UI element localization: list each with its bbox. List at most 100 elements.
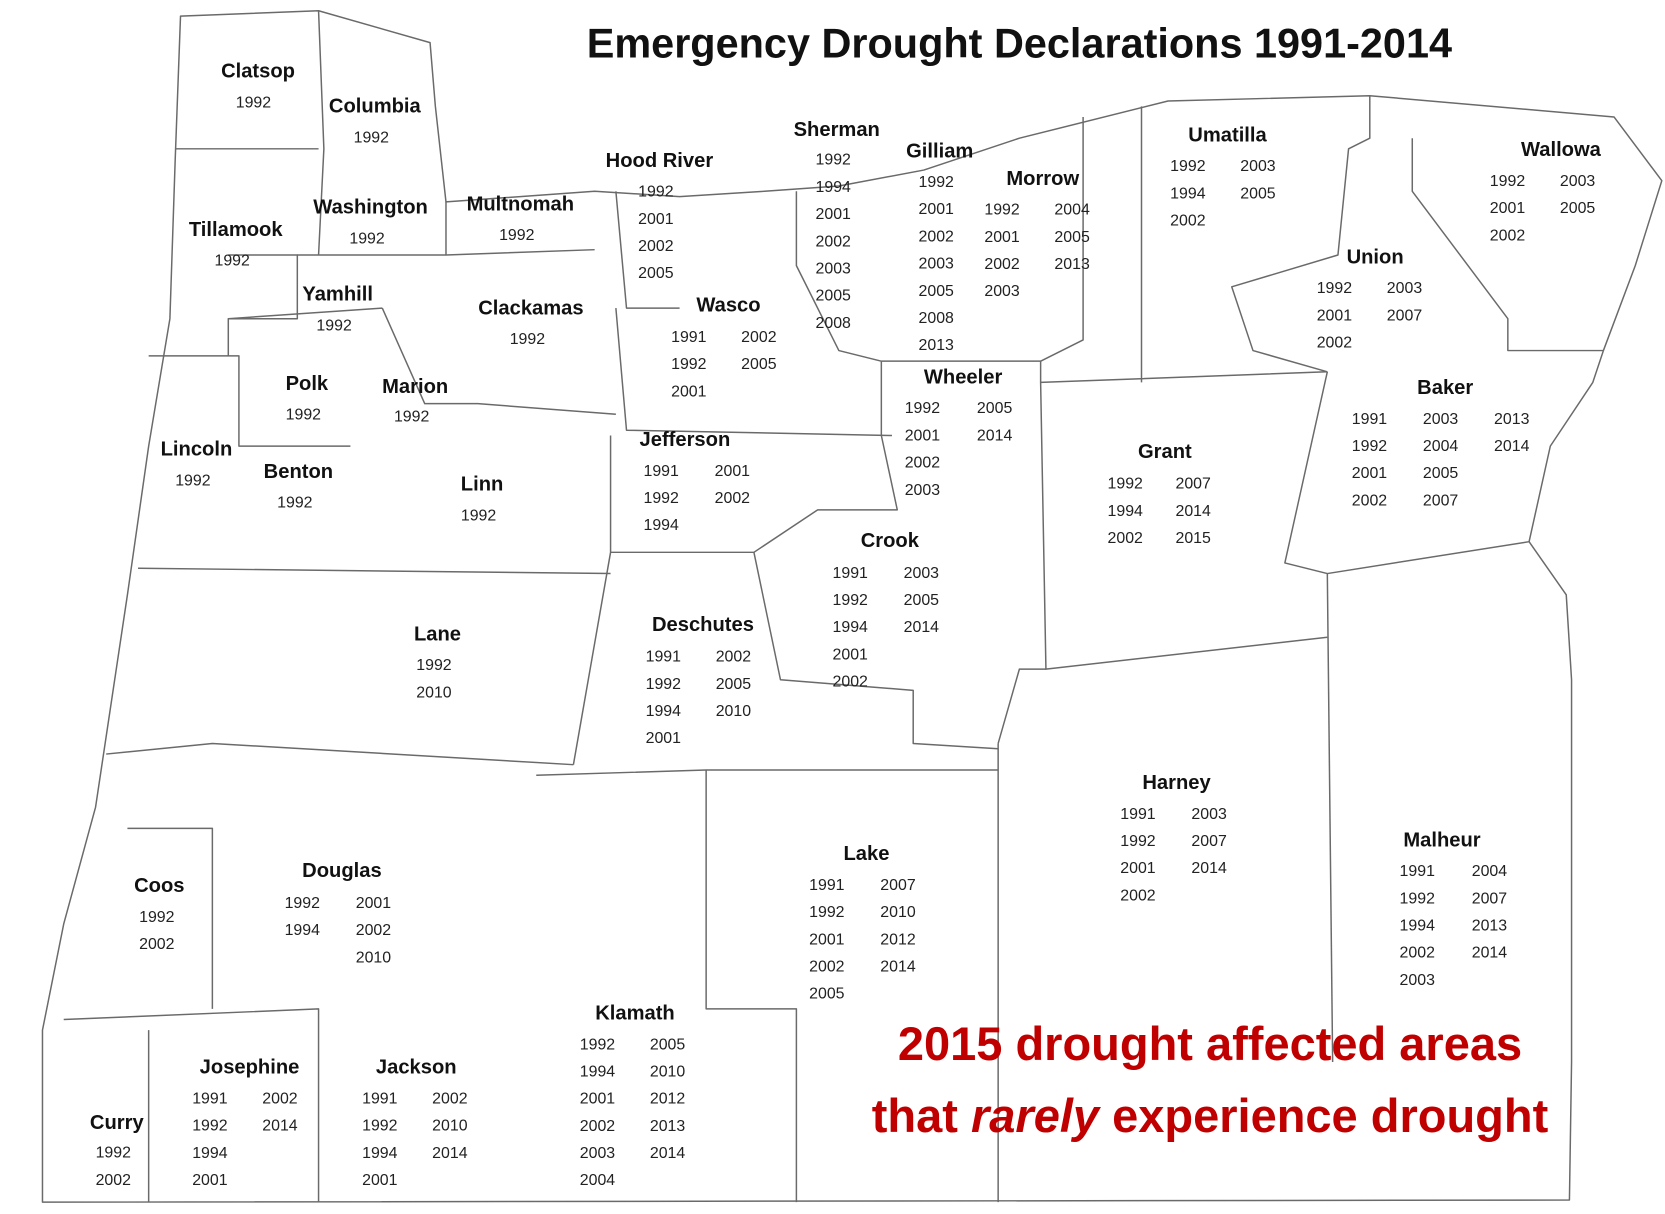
county-year: 1994 xyxy=(1170,185,1206,202)
county-name: Washington xyxy=(313,197,428,219)
county-name: Gilliam xyxy=(906,140,973,162)
county-year: 2005 xyxy=(1560,200,1596,217)
county-year: 1992 xyxy=(354,129,390,146)
county-name: Jackson xyxy=(376,1057,457,1079)
caption-text: experience drought xyxy=(1112,1089,1549,1142)
county-name: Sherman xyxy=(794,119,880,141)
county-year: 2015 xyxy=(1175,530,1211,547)
county-year: 1992 xyxy=(1120,833,1156,850)
county-name: Clatsop xyxy=(221,61,295,83)
county-year: 2007 xyxy=(1387,307,1423,324)
county-year: 1991 xyxy=(646,649,682,666)
county-year: 1994 xyxy=(643,517,679,534)
county-year: 2002 xyxy=(1490,227,1526,244)
county-year: 2001 xyxy=(1490,200,1526,217)
county-year: 2001 xyxy=(362,1172,398,1189)
county-year: 2008 xyxy=(816,315,852,332)
county-year: 2005 xyxy=(650,1036,686,1053)
county-name: Wheeler xyxy=(924,366,1003,388)
county-year: 1992 xyxy=(277,495,313,512)
county-year: 2002 xyxy=(984,256,1020,273)
county-year: 2001 xyxy=(356,895,392,912)
county-year: 2003 xyxy=(580,1145,616,1162)
county-year: 2014 xyxy=(432,1145,468,1162)
map-title: Emergency Drought Declarations 1991-2014 xyxy=(587,20,1452,66)
county-year: 2014 xyxy=(904,619,940,636)
county-labels: Clatsop 1992 Columbia 1992 Tillamook 1992 Wash… xyxy=(90,61,1602,1190)
county-name: Linn xyxy=(461,474,504,496)
county-year: 2014 xyxy=(1472,945,1508,962)
county-name: Douglas xyxy=(302,860,382,882)
county-year: 2005 xyxy=(977,400,1013,417)
county-year: 1992 xyxy=(416,657,452,674)
county-year: 2001 xyxy=(833,646,869,663)
county-year: 2014 xyxy=(262,1118,298,1135)
county-year: 2004 xyxy=(1054,202,1090,219)
county-year: 2002 xyxy=(1120,887,1156,904)
county-year: 2003 xyxy=(1387,280,1423,297)
county-year: 2001 xyxy=(715,463,751,480)
county-year: 2010 xyxy=(356,949,392,966)
county-year: 2005 xyxy=(716,676,752,693)
county-year: 2002 xyxy=(1317,335,1353,352)
county-year: 2013 xyxy=(1494,411,1530,428)
county-year: 2010 xyxy=(432,1118,468,1135)
county-year: 2002 xyxy=(96,1172,132,1189)
county-year: 2005 xyxy=(904,592,940,609)
county-year: 1992 xyxy=(671,356,707,373)
county-year: 2001 xyxy=(646,730,682,747)
county-year: 1992 xyxy=(461,507,497,524)
county-year: 2005 xyxy=(638,265,674,282)
county-year: 2005 xyxy=(741,356,777,373)
county-name: Hood River xyxy=(606,150,714,172)
county-borders xyxy=(41,10,1663,1203)
county-year: 1992 xyxy=(919,174,955,191)
county-name: Jefferson xyxy=(640,429,731,451)
county-name: Umatilla xyxy=(1188,124,1267,146)
county-year: 2008 xyxy=(919,310,955,327)
county-year: 2001 xyxy=(671,383,707,400)
county-name: Grant xyxy=(1138,441,1192,463)
county-year: 2007 xyxy=(880,877,916,894)
county-year: 2010 xyxy=(416,684,452,701)
county-year: 2003 xyxy=(1240,158,1276,175)
county-year: 1992 xyxy=(285,895,321,912)
county-name: Marion xyxy=(382,376,448,398)
county-name: Baker xyxy=(1417,377,1473,399)
county-year: 2003 xyxy=(905,482,941,499)
county-year: 2002 xyxy=(356,922,392,939)
county-year: 2004 xyxy=(1423,438,1459,455)
county-year: 1994 xyxy=(362,1145,398,1162)
county-year: 2013 xyxy=(1472,918,1508,935)
county-name: Polk xyxy=(286,373,329,395)
county-year: 2014 xyxy=(1175,503,1211,520)
caption-line-1: 2015 drought affected areas xyxy=(897,1017,1523,1070)
county-year: 2002 xyxy=(638,238,674,255)
caption-text: that xyxy=(871,1089,958,1142)
county-year: 2005 xyxy=(1054,229,1090,246)
county-name: Klamath xyxy=(595,1003,675,1025)
county-year: 1992 xyxy=(1170,158,1206,175)
county-year: 2003 xyxy=(919,256,955,273)
county-name: Harney xyxy=(1142,772,1211,794)
county-year: 2002 xyxy=(262,1090,298,1107)
county-year: 2004 xyxy=(580,1172,616,1189)
county-year: 1992 xyxy=(499,227,535,244)
county-year: 1992 xyxy=(175,472,211,489)
county-name: Coos xyxy=(134,875,184,897)
county-year: 2002 xyxy=(1170,212,1206,229)
county-year: 2005 xyxy=(1240,185,1276,202)
county-year: 2003 xyxy=(1423,411,1459,428)
county-year: 1992 xyxy=(816,152,852,169)
county-year: 2002 xyxy=(1400,945,1436,962)
county-year: 1992 xyxy=(286,407,322,424)
county-year: 1994 xyxy=(816,179,852,196)
county-year: 2010 xyxy=(880,904,916,921)
county-year: 2001 xyxy=(816,206,852,223)
county-year: 2004 xyxy=(1472,863,1508,880)
county-year: 1992 xyxy=(905,400,941,417)
county-year: 1994 xyxy=(1400,918,1436,935)
county-year: 2005 xyxy=(1423,465,1459,482)
caption-emphasis: rarely xyxy=(970,1089,1100,1142)
county-name: Lincoln xyxy=(161,439,233,461)
